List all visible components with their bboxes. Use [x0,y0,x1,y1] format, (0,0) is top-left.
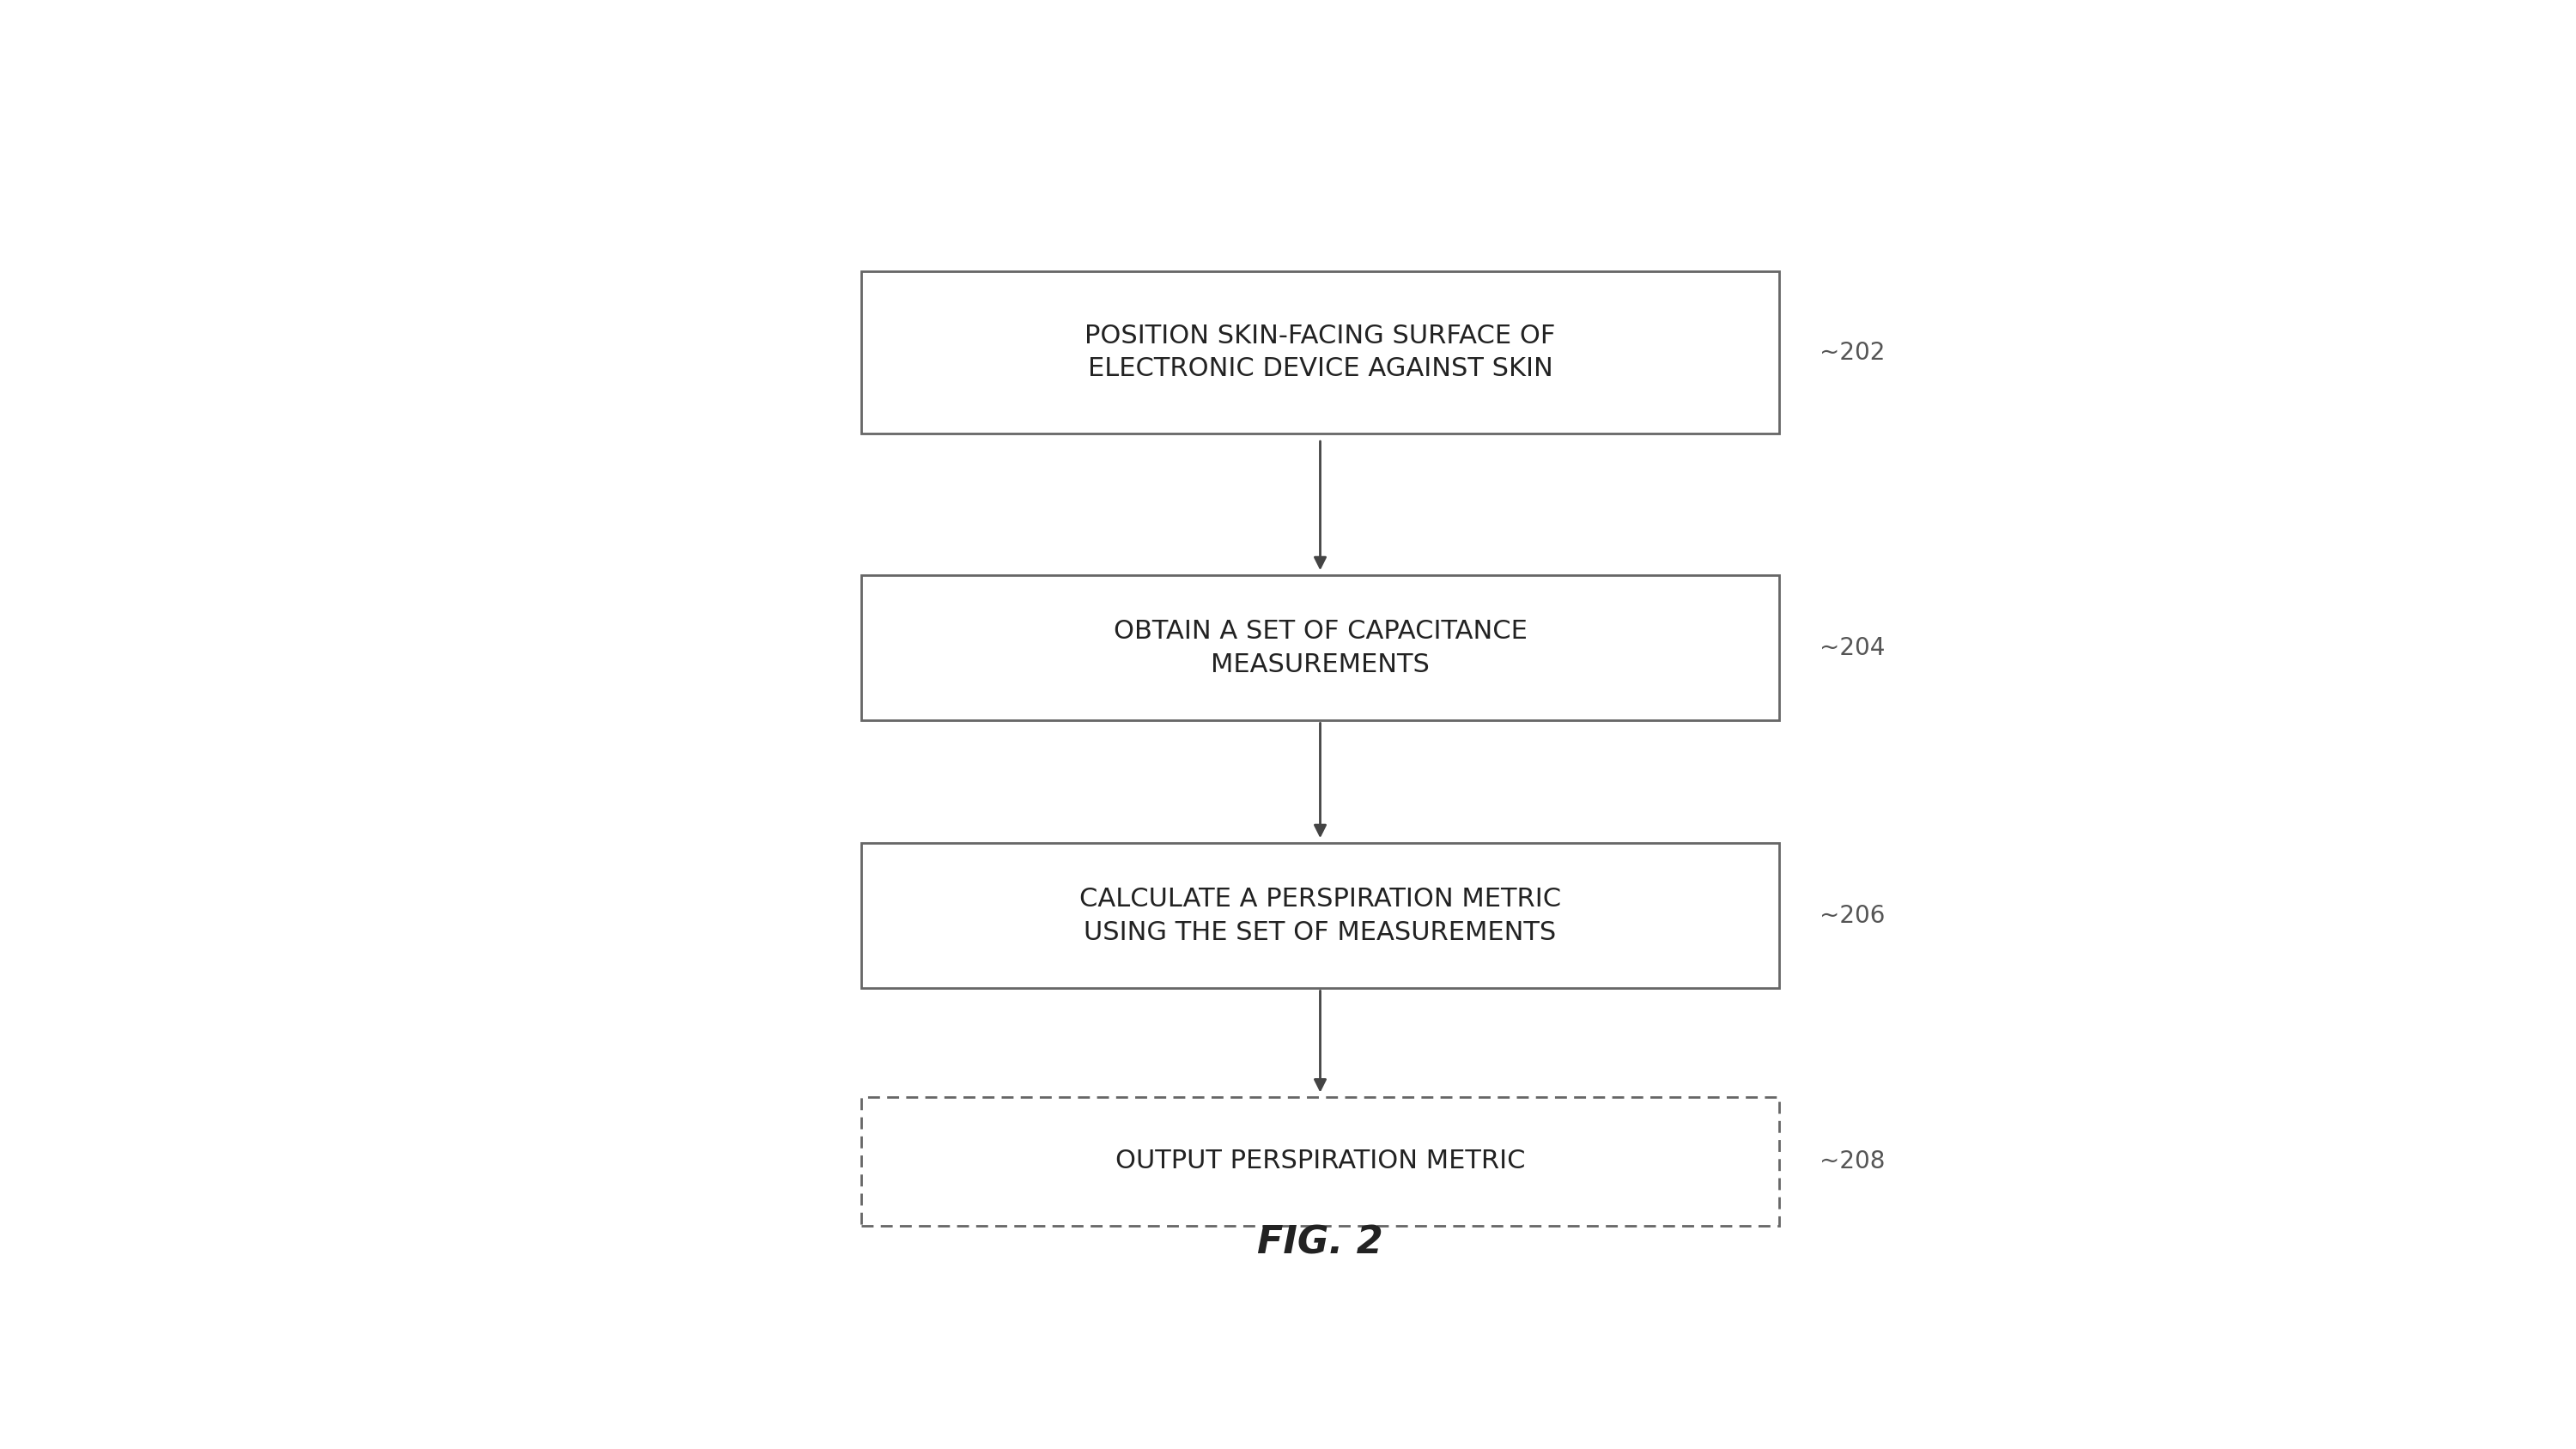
Text: ~208: ~208 [1819,1149,1886,1174]
FancyBboxPatch shape [860,843,1780,988]
FancyBboxPatch shape [860,575,1780,720]
Text: CALCULATE A PERSPIRATION METRIC
USING THE SET OF MEASUREMENTS: CALCULATE A PERSPIRATION METRIC USING TH… [1079,887,1561,945]
FancyBboxPatch shape [860,271,1780,433]
Text: OBTAIN A SET OF CAPACITANCE
MEASUREMENTS: OBTAIN A SET OF CAPACITANCE MEASUREMENTS [1113,619,1528,677]
Text: ~204: ~204 [1819,636,1886,661]
Text: ~202: ~202 [1819,341,1886,364]
Text: OUTPUT PERSPIRATION METRIC: OUTPUT PERSPIRATION METRIC [1115,1149,1525,1174]
Text: FIG. 2: FIG. 2 [1257,1224,1383,1262]
Text: POSITION SKIN-FACING SURFACE OF
ELECTRONIC DEVICE AGAINST SKIN: POSITION SKIN-FACING SURFACE OF ELECTRON… [1084,323,1556,381]
Text: ~206: ~206 [1819,904,1886,927]
FancyBboxPatch shape [860,1097,1780,1226]
